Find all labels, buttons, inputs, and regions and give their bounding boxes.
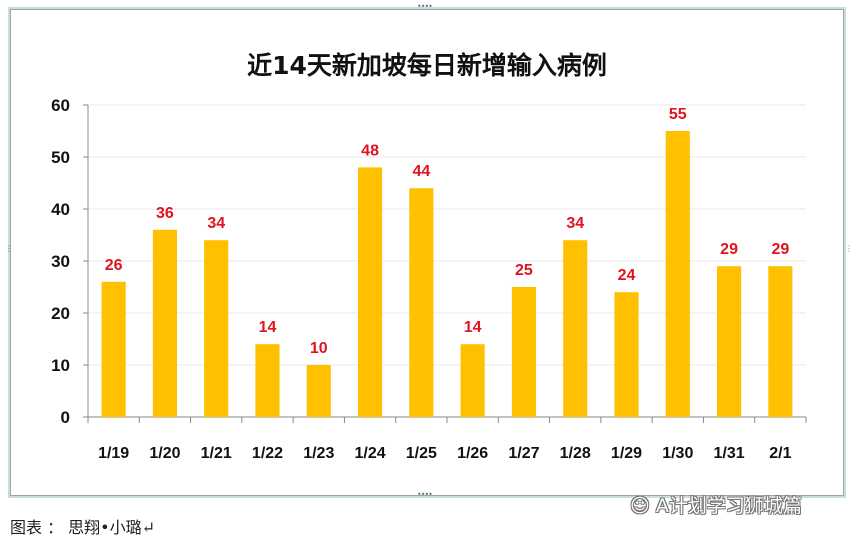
- x-tick-label: 1/20: [149, 445, 180, 462]
- bar-value-label: 34: [566, 215, 584, 232]
- bar-value-label: 26: [105, 257, 123, 274]
- chart-caption: 图表 ： 思翔•小璐↵: [10, 518, 156, 537]
- bar[interactable]: [460, 344, 485, 417]
- bar-value-label: 48: [361, 142, 379, 159]
- bar-value-label: 10: [310, 340, 328, 357]
- x-tick-label: 1/21: [201, 445, 232, 462]
- x-tick-label: 1/23: [303, 445, 334, 462]
- y-tick-label: 0: [61, 408, 70, 427]
- y-tick-label: 40: [51, 200, 70, 219]
- bar[interactable]: [563, 240, 588, 417]
- bar[interactable]: [665, 131, 690, 417]
- y-tick-label: 60: [51, 96, 70, 115]
- x-tick-label: 1/25: [406, 445, 437, 462]
- bar[interactable]: [255, 344, 280, 417]
- x-tick-label: 1/24: [355, 445, 386, 462]
- bar-value-label: 29: [720, 241, 738, 258]
- bar-value-label: 55: [669, 106, 687, 123]
- watermark-text: A计划学习狮城篇: [655, 495, 802, 517]
- bar[interactable]: [717, 266, 742, 417]
- watermark: ☺ A计划学习狮城篇: [630, 491, 802, 518]
- bar-value-label: 44: [412, 163, 430, 180]
- x-tick-label: 1/19: [98, 445, 129, 462]
- resize-handle-bottom[interactable]: ••••: [417, 490, 433, 499]
- bar[interactable]: [511, 287, 536, 417]
- bar[interactable]: [358, 167, 383, 417]
- x-tick-label: 2/1: [769, 445, 791, 462]
- bar[interactable]: [409, 188, 434, 417]
- x-tick-label: 1/22: [252, 445, 283, 462]
- resize-handle-top[interactable]: ••••: [417, 2, 433, 11]
- bar-value-label: 14: [259, 319, 277, 336]
- x-tick-label: 1/31: [714, 445, 745, 462]
- y-tick-label: 50: [51, 148, 70, 167]
- bar-value-label: 34: [207, 215, 225, 232]
- bar[interactable]: [204, 240, 229, 417]
- x-tick-label: 1/30: [662, 445, 693, 462]
- y-tick-label: 20: [51, 304, 70, 323]
- bar[interactable]: [152, 229, 177, 417]
- bar-value-label: 25: [515, 262, 533, 279]
- bar-value-label: 24: [618, 267, 636, 284]
- y-tick-label: 10: [51, 356, 70, 375]
- y-tick-label: 30: [51, 252, 70, 271]
- chart-title: 近14天新加坡每日新增输入病例: [247, 51, 607, 80]
- bar[interactable]: [768, 266, 793, 417]
- x-tick-label: 1/27: [508, 445, 539, 462]
- x-tick-label: 1/26: [457, 445, 488, 462]
- resize-handle-left[interactable]: ⋮: [5, 244, 13, 253]
- bar-value-label: 29: [771, 241, 789, 258]
- x-tick-label: 1/29: [611, 445, 642, 462]
- bar[interactable]: [101, 281, 126, 417]
- resize-handle-right[interactable]: ⋮: [845, 244, 853, 253]
- bar[interactable]: [614, 292, 639, 417]
- bar[interactable]: [306, 365, 331, 417]
- x-tick-label: 1/28: [560, 445, 591, 462]
- bar-value-label: 36: [156, 205, 174, 222]
- wechat-icon: ☺: [630, 495, 656, 517]
- bar-value-label: 14: [464, 319, 482, 336]
